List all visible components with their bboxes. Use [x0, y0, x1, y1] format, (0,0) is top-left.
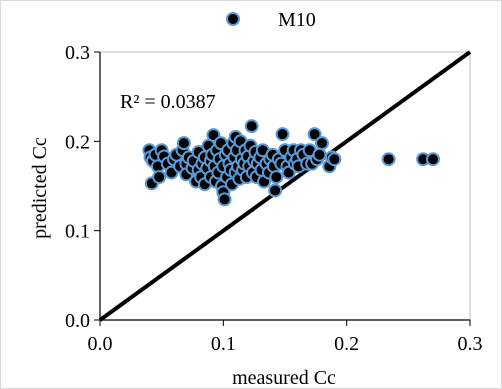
data-point: [315, 136, 329, 151]
reference-line: [98, 50, 472, 322]
y-tick-label: 0.1: [65, 221, 90, 243]
data-point: [307, 127, 322, 142]
x-axis-label: measured Cc: [232, 367, 336, 389]
data-point: [381, 152, 396, 167]
data-point: [312, 147, 327, 162]
x-tick-label: 0.1: [211, 333, 236, 355]
data-point: [244, 119, 259, 134]
y-axis-label: predicted Cc: [29, 137, 51, 239]
data-point: [275, 127, 290, 142]
data-point: [269, 170, 284, 185]
data-points: [142, 119, 440, 207]
data-point: [426, 152, 440, 167]
x-tick-label: 0.3: [458, 333, 483, 355]
axis-ticks: 0.0 0.1 0.2 0.3 0.0 0.1 0.2 0.3: [65, 42, 483, 355]
legend-marker: [226, 12, 240, 26]
y-tick-label: 0.0: [65, 310, 90, 332]
data-point: [152, 170, 167, 185]
r-squared-annotation: R² = 0.0387: [120, 91, 216, 113]
legend-label-m10: M10: [278, 9, 316, 31]
data-point: [327, 152, 342, 167]
x-tick-label: 0.2: [334, 333, 359, 355]
legend: M10: [226, 9, 316, 31]
data-point: [176, 136, 191, 151]
data-point: [217, 192, 232, 207]
data-point: [268, 183, 283, 198]
y-tick-label: 0.2: [65, 131, 90, 153]
x-tick-label: 0.0: [88, 333, 113, 355]
y-tick-label: 0.3: [65, 42, 90, 64]
